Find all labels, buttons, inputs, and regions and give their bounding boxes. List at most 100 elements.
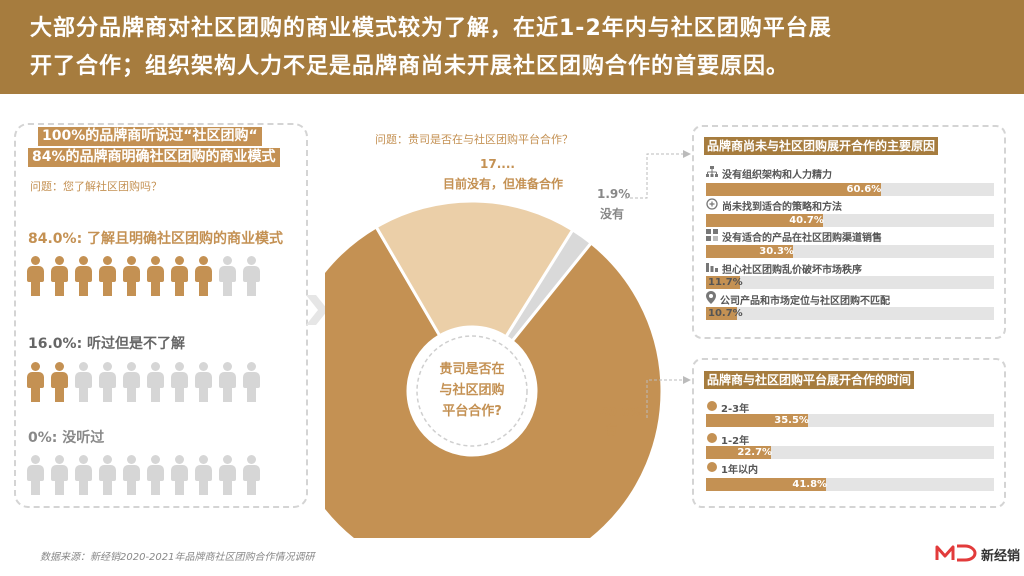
person-icon <box>74 455 92 495</box>
reason-label-1: 没有组织架构和人力精力 <box>722 170 832 181</box>
donut-center-line-2: 与社区团购 <box>439 382 504 398</box>
header-line-2: 开了合作；组织架构人力不足是品牌商尚未开展社区团购合作的首要原因。 <box>30 54 790 79</box>
person-icon <box>98 455 116 495</box>
reason-bar-2-fill <box>706 214 824 227</box>
person-icon <box>50 362 68 402</box>
connector-duration-arrow <box>683 376 691 384</box>
person-icon <box>98 256 116 296</box>
awareness-headline-1: 100%的品牌商听说过“社区团购“ <box>38 127 262 146</box>
awareness-question: 问题：您了解社区团购吗？ <box>30 180 162 193</box>
reason-bar-2-value: 40.7% <box>789 215 824 226</box>
slice-label-yes-name: 有 <box>605 422 617 437</box>
duration-dot-2 <box>707 433 717 443</box>
chevron-right-icon <box>306 295 328 325</box>
reason-bar-3-value: 30.3% <box>759 246 794 257</box>
duration-bar-2: 22.7% <box>706 446 994 459</box>
connector-duration <box>646 379 683 418</box>
duration-bar-2-value: 22.7% <box>737 447 773 458</box>
group-label-never: 0%: 没听过 <box>28 430 105 446</box>
reason-bar-4-value: 11.7% <box>708 277 743 288</box>
donut-center-line-1: 贵司是否在 <box>439 361 504 377</box>
person-icon <box>218 362 236 402</box>
person-icon <box>194 256 212 296</box>
brand-logo-mark <box>935 544 977 562</box>
person-icon <box>170 455 188 495</box>
header-line-1: 大部分品牌商对社区团购的商业模式较为了解，在近1-2年内与社区团购平台展 <box>30 16 832 41</box>
reason-bar-4-fill <box>706 276 740 289</box>
person-icon <box>146 455 164 495</box>
reason-label-3: 没有适合的产品在社区团购渠道销售 <box>722 233 882 244</box>
person-icon <box>122 455 140 495</box>
reasons-panel <box>692 125 1006 339</box>
duration-panel <box>692 358 1006 508</box>
slice-label-yes-value: 80.8% <box>600 405 642 419</box>
connector-reasons-arrow <box>683 150 691 158</box>
person-icon <box>146 362 164 402</box>
duration-bar-2-fill <box>706 446 772 459</box>
duration-bar-3-fill <box>706 478 827 491</box>
reason-bar-5-fill <box>706 307 737 320</box>
slice-label-prepare-name: 目前没有，但准备合作 <box>443 176 563 191</box>
person-icon <box>26 455 44 495</box>
reason-label-4: 担心社区团购乱价破坏市场秩序 <box>722 265 862 276</box>
duration-dot-1 <box>707 401 717 411</box>
duration-dot-3 <box>707 462 717 472</box>
slice-label-prepare-value: 17.... <box>480 157 515 171</box>
reason-bar-5-value: 10.7% <box>708 308 743 319</box>
person-icon <box>122 256 140 296</box>
duration-bar-1-fill <box>706 414 809 427</box>
header-banner: 大部分品牌商对社区团购的商业模式较为了解，在近1-2年内与社区团购平台展 开了合… <box>0 0 1024 94</box>
person-icon <box>26 256 44 296</box>
donut-center-ring <box>416 335 528 447</box>
reason-label-5: 公司产品和市场定位与社区团购不匹配 <box>720 296 890 307</box>
awareness-panel <box>14 123 308 508</box>
person-icon <box>74 256 92 296</box>
data-source: 数据来源：新经销2020-2021年品牌商社区团购合作情况调研 <box>40 552 315 563</box>
location-pin-icon <box>706 291 716 304</box>
person-icon <box>194 362 212 402</box>
person-icon <box>122 362 140 402</box>
duration-label-3: 1年以内 <box>721 465 758 476</box>
donut-question: 问题：贵司是否在与社区团购平台合作？ <box>375 132 573 146</box>
awareness-headline-2: 84%的品牌商明确社区团购的商业模式 <box>28 148 280 167</box>
duration-bar-1: 35.5% <box>706 414 994 427</box>
reason-bar-1: 60.6% <box>706 183 994 196</box>
connector-reasons <box>625 153 683 199</box>
person-icon <box>98 362 116 402</box>
duration-title: 品牌商与社区团购平台展开合作的时间 <box>704 371 915 389</box>
duration-bar-3: 41.8% <box>706 478 994 491</box>
person-icon <box>170 256 188 296</box>
reason-bar-4: 11.7% <box>706 276 994 289</box>
reason-bar-1-value: 60.6% <box>846 184 882 195</box>
reason-bar-1-fill <box>706 183 881 196</box>
person-icon <box>194 455 212 495</box>
person-icon <box>74 362 92 402</box>
reason-bar-3: 30.3% <box>706 245 994 258</box>
person-icon <box>242 256 260 296</box>
grid-icon <box>706 229 718 241</box>
donut-slices <box>325 199 664 538</box>
brand-logo-text: 新经销 <box>981 549 1021 564</box>
compass-icon <box>706 198 718 210</box>
group-label-understand: 84.0%: 了解且明确社区团购的商业模式 <box>28 231 284 247</box>
donut-center-line-3: 平台合作? <box>442 403 502 419</box>
person-icon <box>50 256 68 296</box>
person-icon <box>242 455 260 495</box>
slice-label-no-name: 没有 <box>600 206 624 221</box>
cooperation-donut-chart: 问题：贵司是否在与社区团购平台合作？ 贵司是否在 与社区团购 平台合作? 17.… <box>325 132 691 538</box>
person-icon <box>146 256 164 296</box>
person-icon <box>50 455 68 495</box>
person-icon <box>218 256 236 296</box>
duration-label-2: 1-2年 <box>721 436 750 447</box>
duration-bar-3-value: 41.8% <box>792 479 828 490</box>
duration-label-1: 2-3年 <box>721 404 750 415</box>
group-label-heard: 16.0%: 听过但是不了解 <box>28 336 186 352</box>
reason-bar-3-fill <box>706 245 794 258</box>
person-icon <box>218 455 236 495</box>
chart-down-icon <box>706 263 718 272</box>
org-chart-icon <box>706 166 718 177</box>
slice-label-no-value: 1.9% <box>597 187 630 201</box>
donut-center <box>408 327 536 455</box>
person-icon <box>170 362 188 402</box>
reason-bar-2: 40.7% <box>706 214 994 227</box>
